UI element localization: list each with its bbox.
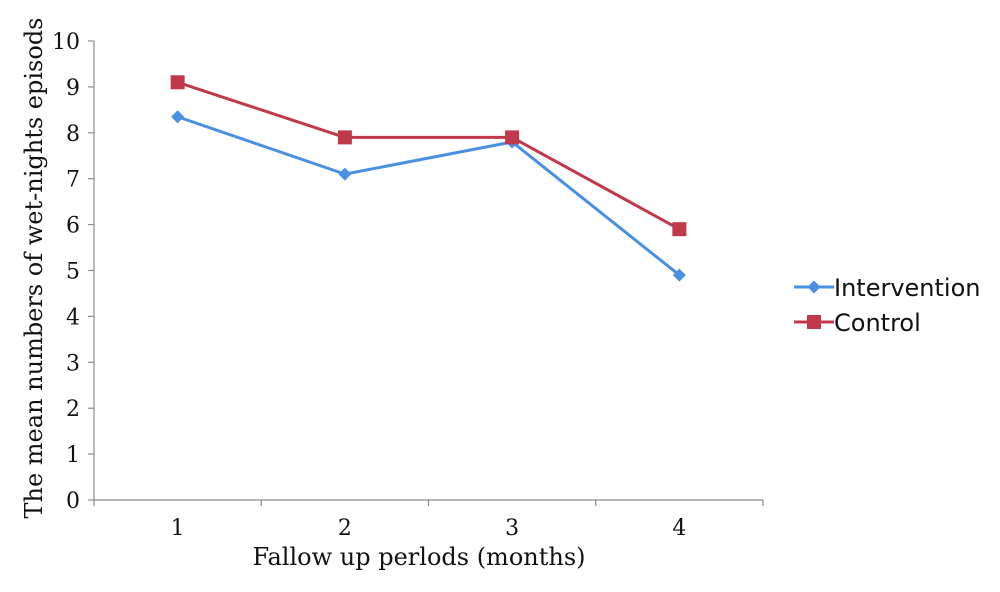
y-tick-label: 5 xyxy=(66,260,80,285)
data-point-control xyxy=(337,130,352,145)
y-tick-label: 0 xyxy=(66,489,80,514)
y-tick-label: 1 xyxy=(66,443,80,468)
data-point-control xyxy=(672,222,687,237)
y-axis-title: The mean numbers of wet-nights episods xyxy=(20,18,48,519)
data-point-intervention xyxy=(171,110,185,124)
series-line-intervention xyxy=(177,115,681,277)
x-tick-label: 3 xyxy=(505,516,519,541)
y-tick-label: 4 xyxy=(66,305,80,330)
data-point-intervention xyxy=(672,268,686,282)
y-tick-label: 3 xyxy=(66,351,80,376)
x-tick-label: 2 xyxy=(338,516,352,541)
data-point-control xyxy=(505,130,520,145)
legend: Intervention Control xyxy=(794,274,980,337)
legend-marker xyxy=(807,280,821,294)
legend-label: Intervention xyxy=(834,274,980,302)
axes: 0 1 2 3 4 5 6 7 8 9 10 1 2 3 4 xyxy=(52,30,764,541)
y-tick-label: 8 xyxy=(66,122,80,147)
y-tick-label: 2 xyxy=(66,397,80,422)
series-line-control xyxy=(177,80,681,231)
legend-marker xyxy=(807,315,821,329)
y-tick-label: 7 xyxy=(66,168,80,193)
x-tick-label: 1 xyxy=(171,516,185,541)
y-tick-label: 6 xyxy=(66,214,80,239)
series-layer xyxy=(170,75,687,282)
x-axis-title: Fallow up perlods (months) xyxy=(252,543,585,571)
y-tick-label: 10 xyxy=(52,30,80,55)
data-point-control xyxy=(170,75,185,90)
data-point-intervention xyxy=(338,167,352,181)
y-tick-label: 9 xyxy=(66,76,80,101)
x-tick-label: 4 xyxy=(672,516,686,541)
legend-label: Control xyxy=(834,309,921,337)
series-control xyxy=(170,75,687,237)
